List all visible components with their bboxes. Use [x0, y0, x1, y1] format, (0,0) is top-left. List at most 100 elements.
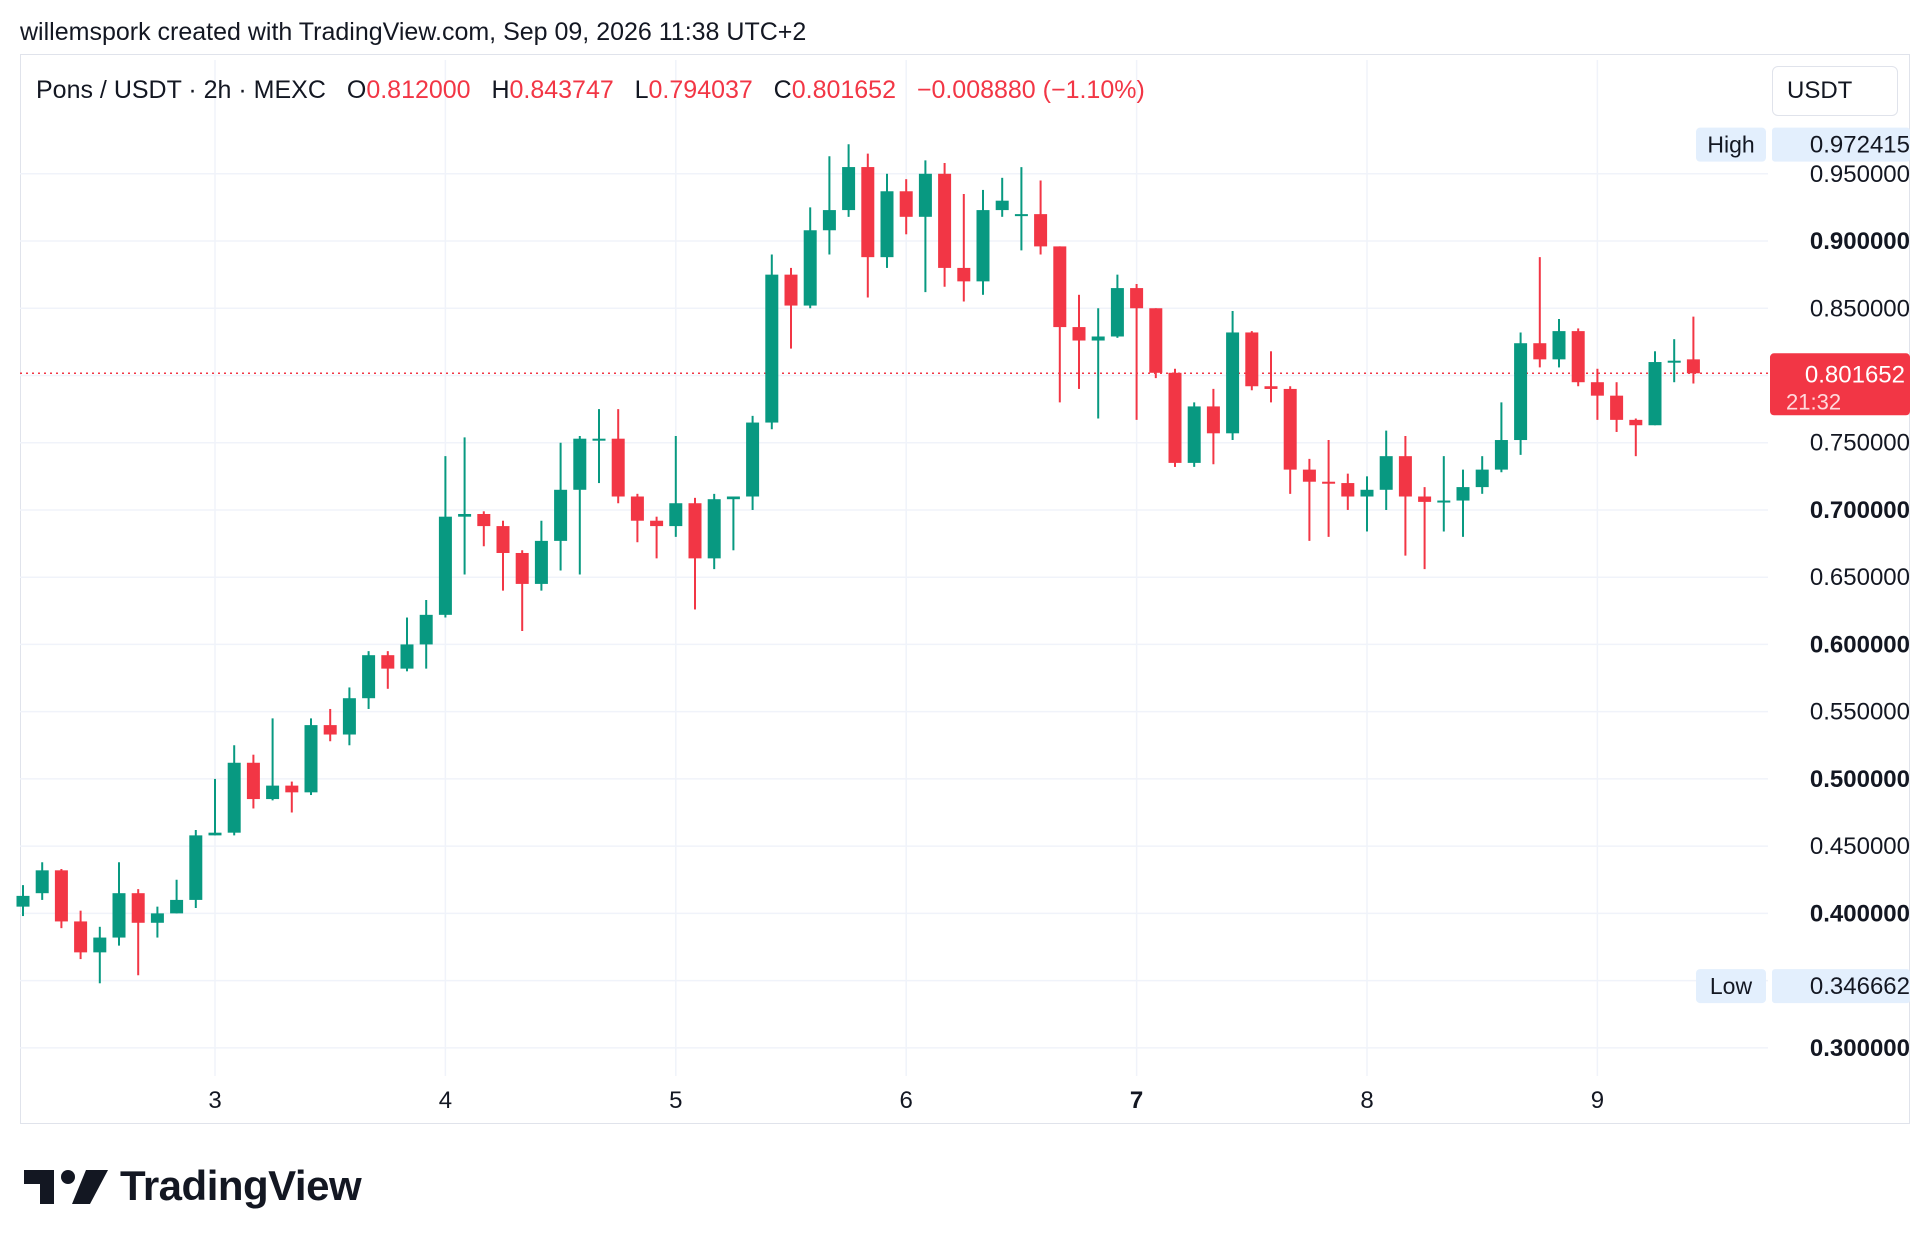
tradingview-logo: TradingView — [24, 1162, 362, 1210]
candle-body — [1456, 487, 1470, 501]
candle-body — [688, 503, 702, 559]
candle-body — [707, 499, 721, 559]
candle-body — [1360, 489, 1374, 497]
candle-body — [1686, 359, 1700, 374]
candle-body — [1283, 388, 1297, 470]
currency-button[interactable]: USDT — [1772, 66, 1898, 116]
candle-body — [1514, 343, 1528, 441]
y-tick-label: 0.700000 — [1810, 497, 1910, 524]
close-label: C — [773, 76, 792, 104]
candle-body — [1437, 500, 1451, 503]
chart-attribution: willemspork created with TradingView.com… — [20, 18, 807, 46]
candle-body — [1590, 382, 1604, 396]
candle-body — [1187, 406, 1201, 463]
candle-body — [1475, 469, 1489, 488]
candle-body — [1264, 386, 1278, 389]
candle-body — [1245, 332, 1259, 387]
candle-body — [784, 274, 798, 306]
candle-body — [35, 870, 49, 894]
candle-body — [54, 870, 68, 922]
candle-body — [1398, 456, 1412, 497]
candle-body — [746, 422, 760, 497]
y-tick-label: 0.600000 — [1810, 631, 1910, 658]
high-marker-tag — [1696, 127, 1766, 162]
candle-body — [669, 503, 683, 527]
close-value: 0.801652 — [791, 76, 896, 104]
candle-body — [1667, 360, 1681, 363]
candle-body — [1571, 331, 1585, 383]
high-marker-price: 0.972415 — [1810, 132, 1910, 159]
candle-body — [266, 785, 280, 800]
candle-body — [227, 762, 241, 833]
candle-body — [1629, 419, 1643, 426]
candle-body — [74, 921, 88, 953]
high-value: 0.843747 — [509, 76, 614, 104]
high-label: H — [491, 76, 510, 104]
candle-body — [246, 762, 260, 800]
low-marker-price: 0.346662 — [1810, 973, 1910, 1000]
x-tick-label: 7 — [1130, 1087, 1143, 1114]
open-label: O — [346, 76, 367, 104]
candle-body — [1168, 372, 1182, 463]
bar-countdown: 21:32 — [1786, 389, 1841, 414]
candle-body — [285, 785, 299, 793]
candle-body — [477, 513, 491, 527]
y-tick-label: 0.900000 — [1810, 228, 1910, 255]
x-tick-label: 9 — [1591, 1087, 1604, 1114]
candle-body — [304, 725, 318, 793]
candle-body — [861, 167, 875, 258]
y-tick-label: 0.500000 — [1810, 766, 1910, 793]
y-tick-label: 0.300000 — [1810, 1035, 1910, 1062]
tradingview-logo-icon — [24, 1170, 108, 1204]
candle-body — [438, 516, 452, 615]
candle-body — [458, 513, 472, 517]
y-tick-label: 0.550000 — [1810, 699, 1910, 726]
y-tick-label: 0.750000 — [1810, 430, 1910, 457]
candle-body — [170, 899, 184, 914]
candle-body — [573, 438, 587, 490]
candle-body — [131, 893, 145, 923]
candle-body — [419, 614, 433, 645]
chart-pane[interactable] — [20, 54, 1910, 1124]
candle-body — [1053, 246, 1067, 328]
candle-body — [957, 267, 971, 282]
low-marker-tag — [1696, 969, 1766, 1004]
low-marker-label: Low — [1710, 973, 1753, 999]
candle-body — [1226, 332, 1240, 434]
high-marker-price-tag — [1772, 127, 1910, 162]
candle-body — [976, 210, 990, 282]
y-tick-label: 0.950000 — [1810, 161, 1910, 188]
candle-body — [1552, 331, 1566, 360]
x-tick-label: 3 — [208, 1087, 221, 1114]
ohlc-legend: Pons / USDT · 2h · MEXC O0.812000 H0.843… — [36, 76, 1145, 105]
candle-body — [1110, 288, 1124, 337]
candle-body — [765, 274, 779, 423]
last-price-value: 0.801652 — [1805, 361, 1905, 388]
candle-body — [1648, 362, 1662, 426]
x-tick-label: 5 — [669, 1087, 682, 1114]
x-tick-label: 4 — [439, 1087, 452, 1114]
low-label: L — [634, 76, 649, 104]
candle-body — [822, 210, 836, 231]
candle-body — [1418, 496, 1432, 502]
candle-body — [918, 173, 932, 217]
candle-body — [189, 835, 203, 900]
low-marker-price-tag — [1772, 969, 1910, 1004]
change-value: −0.008880 (−1.10%) — [916, 76, 1145, 104]
candle-body — [1034, 214, 1048, 247]
candle-body — [496, 526, 510, 553]
candle-body — [1379, 456, 1393, 490]
y-tick-label: 0.650000 — [1810, 564, 1910, 591]
symbol-title[interactable]: Pons / USDT · 2h · MEXC — [36, 76, 326, 104]
y-tick-label: 0.850000 — [1810, 295, 1910, 322]
high-marker-label: High — [1707, 132, 1754, 158]
candle-body — [726, 496, 740, 500]
candle-body — [1072, 327, 1086, 341]
candle-body — [1206, 406, 1220, 434]
candle-body — [554, 489, 568, 541]
brand-name: TradingView — [120, 1162, 362, 1209]
candle-body — [1014, 214, 1028, 217]
candle-body — [650, 520, 664, 527]
candle-body — [150, 913, 164, 923]
